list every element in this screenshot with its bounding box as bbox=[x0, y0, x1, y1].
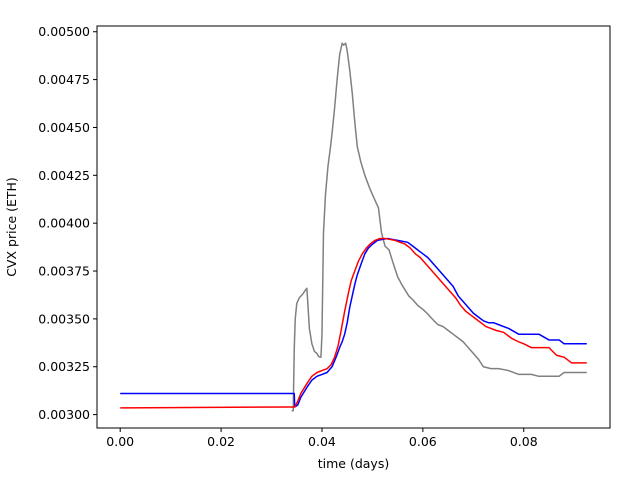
x-axis-ticks: 0.00 0.02 0.04 0.06 0.08 bbox=[106, 428, 538, 449]
y-axis-label: CVX price (ETH) bbox=[4, 177, 19, 277]
y-axis-ticks: 0.00300 0.00325 0.00350 0.00375 0.00400 0.004… bbox=[38, 24, 97, 422]
x-axis-label: time (days) bbox=[318, 456, 389, 471]
y-tick-label: 0.00475 bbox=[38, 72, 90, 87]
plot-frame bbox=[96, 25, 611, 429]
x-tick-label: 0.04 bbox=[308, 434, 336, 449]
y-tick-label: 0.00350 bbox=[38, 311, 90, 326]
x-tick-label: 0.08 bbox=[510, 434, 538, 449]
x-tick-label: 0.06 bbox=[409, 434, 437, 449]
series-line-3 bbox=[120, 237, 587, 409]
series-line-2 bbox=[120, 237, 587, 408]
y-tick-label: 0.00325 bbox=[38, 359, 90, 374]
y-tick-label: 0.00500 bbox=[38, 24, 90, 39]
x-tick-label: 0.02 bbox=[207, 434, 235, 449]
y-tick-label: 0.00375 bbox=[38, 264, 90, 279]
y-tick-label: 0.00400 bbox=[38, 216, 90, 231]
y-tick-label: 0.00300 bbox=[38, 407, 90, 422]
y-tick-label: 0.00425 bbox=[38, 168, 90, 183]
x-tick-label: 0.00 bbox=[106, 434, 134, 449]
y-tick-label: 0.00450 bbox=[38, 120, 90, 135]
series-layer bbox=[120, 42, 587, 412]
series-line-1 bbox=[291, 42, 587, 412]
